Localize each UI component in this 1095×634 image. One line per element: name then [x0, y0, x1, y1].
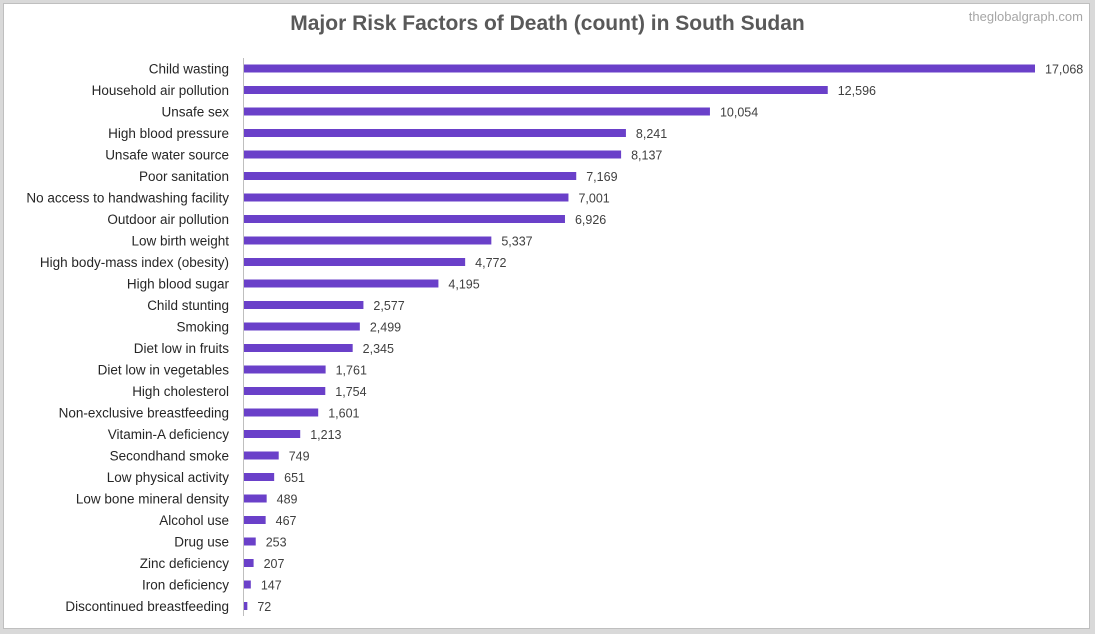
category-label: Vitamin-A deficiency	[108, 427, 230, 442]
value-label: 8,137	[631, 149, 662, 163]
bar	[244, 107, 710, 116]
value-label: 4,195	[448, 278, 479, 292]
value-label: 72	[257, 600, 271, 614]
category-label: Child wasting	[149, 62, 229, 77]
bar	[244, 430, 301, 438]
value-label: 147	[261, 579, 282, 593]
category-label: High blood sugar	[127, 277, 230, 292]
category-label: Drug use	[174, 535, 229, 550]
value-label: 1,754	[335, 385, 366, 399]
bar	[244, 193, 569, 202]
bar	[244, 344, 353, 352]
value-label: 651	[284, 471, 305, 485]
value-label: 2,577	[373, 299, 404, 313]
category-label: Alcohol use	[159, 513, 229, 528]
value-label: 8,241	[636, 127, 667, 141]
bar	[244, 172, 577, 180]
category-label: Low birth weight	[131, 234, 229, 249]
bar	[244, 580, 251, 589]
value-label: 2,499	[370, 321, 401, 335]
value-label: 467	[276, 514, 297, 528]
bar	[244, 64, 1035, 73]
category-label: Zinc deficiency	[140, 556, 230, 571]
chart-title: Major Risk Factors of Death (count) in S…	[290, 12, 805, 35]
category-label: Discontinued breastfeeding	[65, 599, 229, 614]
bar	[244, 215, 565, 223]
bar	[244, 129, 626, 137]
value-label: 1,761	[336, 364, 367, 378]
bar	[244, 150, 622, 159]
bar	[244, 387, 326, 395]
category-label: Non-exclusive breastfeeding	[59, 406, 229, 421]
value-label: 7,001	[578, 192, 609, 206]
value-label: 749	[289, 450, 310, 464]
bar	[244, 408, 319, 417]
category-label: High body-mass index (obesity)	[40, 255, 229, 270]
value-label: 12,596	[838, 84, 876, 98]
bar	[244, 236, 492, 245]
value-label: 2,345	[363, 342, 394, 356]
category-label: Child stunting	[147, 298, 229, 313]
value-label: 5,337	[501, 235, 532, 249]
bar	[244, 451, 279, 460]
value-label: 6,926	[575, 213, 606, 227]
value-label: 10,054	[720, 106, 758, 120]
bar	[244, 537, 256, 546]
category-label: Secondhand smoke	[110, 449, 229, 464]
category-label: High cholesterol	[132, 384, 229, 399]
category-label: Smoking	[176, 320, 229, 335]
bar	[244, 516, 266, 524]
bar	[244, 279, 439, 288]
bar	[244, 301, 364, 309]
bar	[244, 86, 828, 94]
category-label: Household air pollution	[92, 83, 229, 98]
category-label: Outdoor air pollution	[107, 212, 229, 227]
value-label: 207	[264, 557, 285, 571]
category-label: Poor sanitation	[139, 169, 229, 184]
chart-frame	[3, 3, 1090, 629]
value-label: 17,068	[1045, 63, 1083, 77]
category-label: Unsafe sex	[161, 105, 229, 120]
value-label: 1,601	[328, 407, 359, 421]
category-label: Low bone mineral density	[76, 492, 229, 507]
category-label: Diet low in vegetables	[98, 363, 230, 378]
value-label: 7,169	[586, 170, 617, 184]
bar	[244, 322, 360, 331]
bar	[244, 494, 267, 503]
value-label: 253	[266, 536, 287, 550]
value-label: 1,213	[310, 428, 341, 442]
value-label: 489	[277, 493, 298, 507]
category-label: Diet low in fruits	[134, 341, 230, 356]
bar	[244, 559, 254, 567]
category-label: Unsafe water source	[105, 148, 229, 163]
value-label: 4,772	[475, 256, 506, 270]
category-label: Iron deficiency	[142, 578, 229, 593]
bar	[244, 602, 248, 610]
bar	[244, 365, 326, 374]
category-label: Low physical activity	[107, 470, 230, 485]
watermark: theglobalgraph.com	[968, 9, 1083, 24]
category-label: High blood pressure	[108, 126, 229, 141]
category-label: No access to handwashing facility	[26, 191, 229, 206]
bar	[244, 473, 275, 481]
bar	[244, 258, 466, 266]
